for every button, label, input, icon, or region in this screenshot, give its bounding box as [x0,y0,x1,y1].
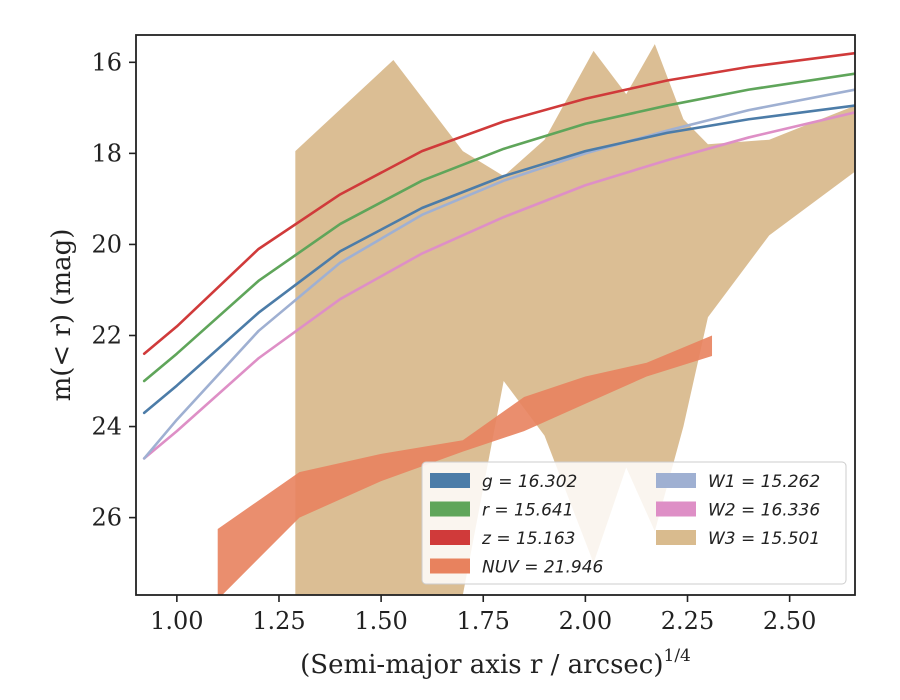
x-tick-label: 1.50 [354,607,407,635]
legend-entry-label: z = 15.163 [481,529,575,549]
legend-swatch [430,473,470,488]
legend-entry-label: W2 = 16.336 [708,501,820,521]
legend-swatch [430,501,470,517]
legend-swatch [656,473,696,488]
legend-box [421,461,847,585]
legend-swatch [430,530,470,545]
y-tick-label: 24 [91,413,122,441]
series-w1-line [142,88,855,460]
legend: g = 16.302 r = 15.641 z = 15.163 NUV = 21.9… [421,461,847,585]
y-tick-label: 20 [91,230,122,258]
series-r-line [142,72,855,383]
plot-frame [135,34,856,596]
legend-swatch [430,558,470,574]
legend-swatch [656,530,696,545]
y-tick-label: 26 [91,504,122,532]
x-axis-label: (Semi-major axis r / arcsec)1/4 [300,646,691,680]
axes: 1.00 1.25 1.50 1.75 2.00 2.25 2.50 16 18 20 22 24 26… [47,34,856,680]
y-axis-label: m(< r) (mag) [47,229,77,402]
x-tick-label: 1.25 [252,607,305,635]
x-tick-label: 2.00 [559,607,612,635]
x-tick-label: 2.50 [763,607,816,635]
y-tick-label: 18 [91,139,122,167]
series-w2-line [142,111,855,460]
legend-entry-label: r = 15.641 [482,501,574,521]
x-tick-label: 2.25 [661,607,714,635]
legend-entry-label: NUV = 21.946 [482,558,604,578]
legend-entry-label: W3 = 15.501 [708,529,820,549]
plot-area [142,44,855,595]
x-tick-label: 1.00 [150,607,203,635]
series-nuv-band [217,335,713,595]
legend-entry-label: g = 16.302 [482,472,577,492]
legend-swatch [656,501,696,517]
y-tick-label: 16 [91,48,122,76]
y-tick-label: 22 [91,321,122,349]
x-tick-label: 1.75 [457,607,510,635]
series-g-line [142,104,855,415]
legend-entry-label: W1 = 15.262 [708,472,820,492]
series-z-line [142,51,855,355]
